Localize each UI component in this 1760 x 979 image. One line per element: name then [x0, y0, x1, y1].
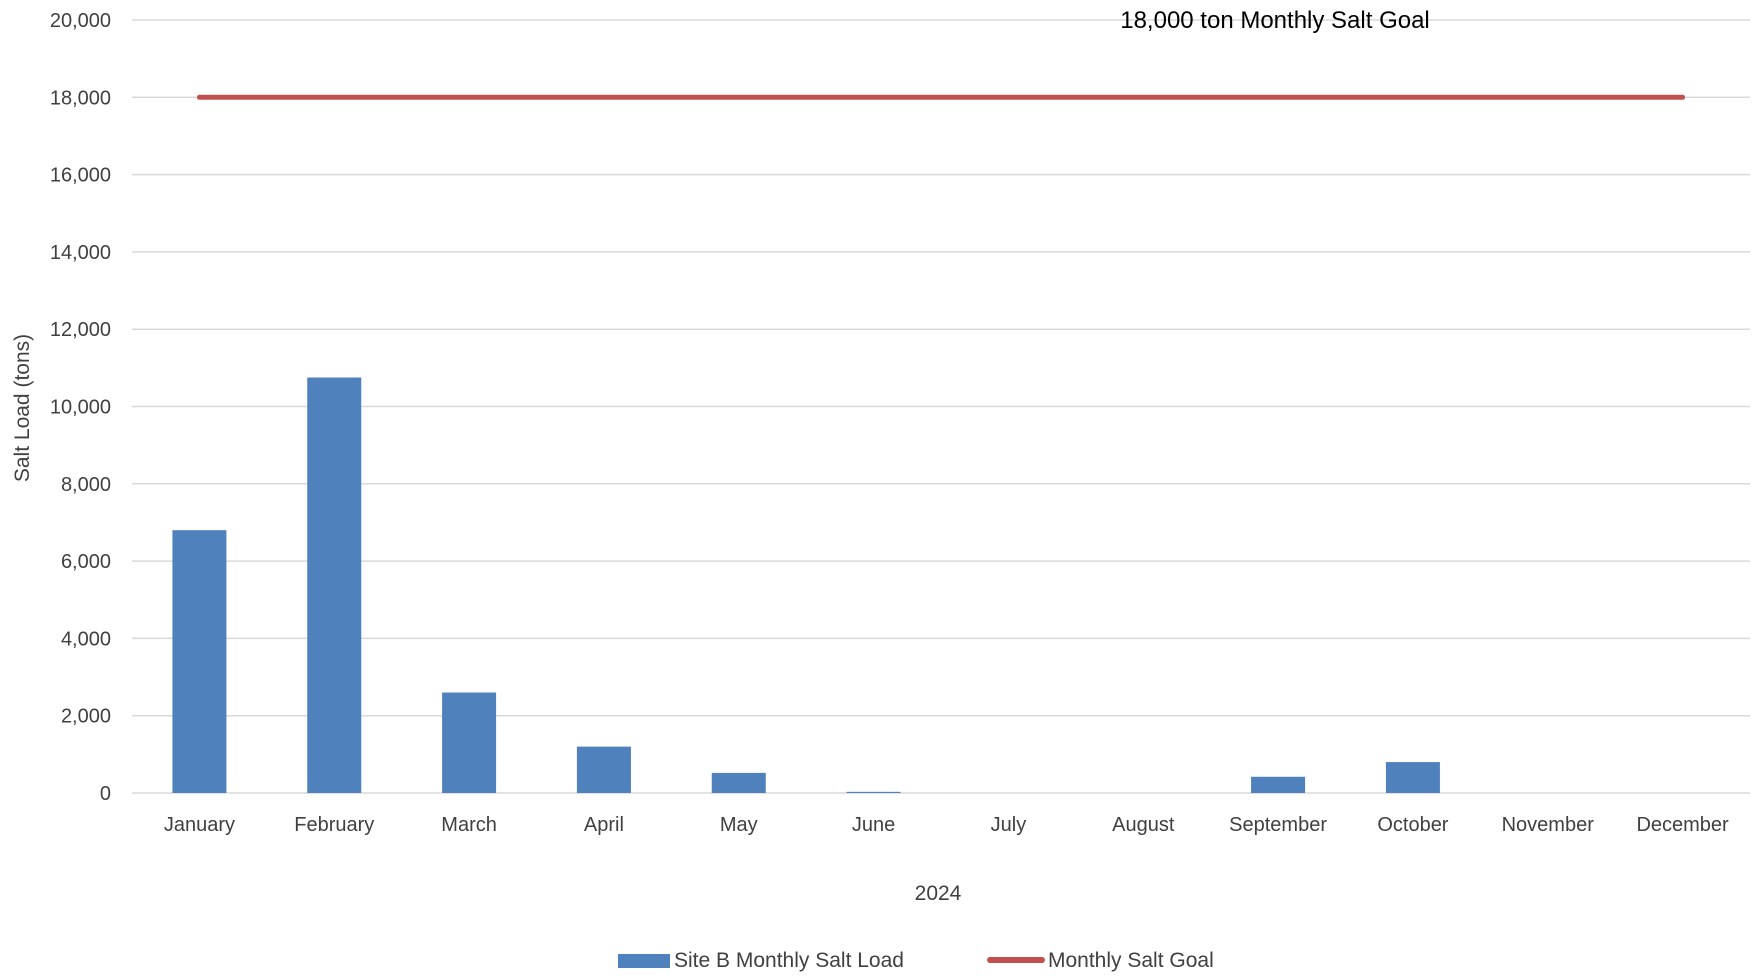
y-tick-label: 16,000 [50, 165, 111, 187]
y-tick-label: 4,000 [61, 628, 111, 650]
bar [1251, 776, 1306, 793]
x-tick-label: March [441, 814, 497, 836]
bar [172, 530, 227, 793]
x-tick-label: July [991, 814, 1027, 836]
y-tick-label: 6,000 [61, 551, 111, 573]
x-tick-label: June [852, 814, 895, 836]
x-axis-ticks: January February March April May June July Augu… [164, 814, 1729, 836]
x-tick-label: November [1502, 814, 1595, 836]
x-tick-label: April [584, 814, 624, 836]
x-tick-label: January [164, 814, 235, 836]
goal-annotation: 18,000 ton Monthly Salt Goal [1120, 7, 1430, 34]
x-tick-label: February [294, 814, 374, 836]
y-tick-label: 12,000 [50, 319, 111, 341]
bar [307, 377, 362, 793]
y-axis-title: Salt Load (tons) [11, 334, 34, 482]
x-axis-title: 2024 [915, 882, 962, 905]
bar [711, 772, 766, 793]
y-tick-label: 18,000 [50, 87, 111, 109]
x-tick-label: December [1636, 814, 1729, 836]
bar [576, 746, 631, 793]
y-axis-ticks: 0 2,000 4,000 6,000 8,000 10,000 12,000 14,000 1… [50, 10, 111, 805]
y-tick-label: 8,000 [61, 474, 111, 496]
legend-item-line: Monthly Salt Goal [987, 949, 1214, 972]
bar [846, 791, 901, 793]
legend-label-line: Monthly Salt Goal [1048, 949, 1214, 972]
x-tick-label: September [1229, 814, 1327, 836]
y-tick-label: 20,000 [50, 10, 111, 32]
x-tick-label: August [1112, 814, 1175, 836]
bar-series [172, 377, 1440, 793]
legend-item-bar: Site B Monthly Salt Load [618, 949, 904, 972]
legend-swatch-bar [618, 954, 670, 968]
legend: Site B Monthly Salt Load Monthly Salt Go… [618, 949, 1214, 972]
x-tick-label: October [1377, 814, 1448, 836]
y-tick-label: 0 [100, 783, 111, 805]
y-tick-label: 10,000 [50, 397, 111, 419]
x-tick-label: May [720, 814, 758, 836]
bar [442, 692, 497, 793]
legend-label-bar: Site B Monthly Salt Load [674, 949, 904, 972]
y-tick-label: 14,000 [50, 242, 111, 264]
bar [1385, 762, 1440, 793]
y-tick-label: 2,000 [61, 706, 111, 728]
gridlines [132, 19, 1750, 794]
